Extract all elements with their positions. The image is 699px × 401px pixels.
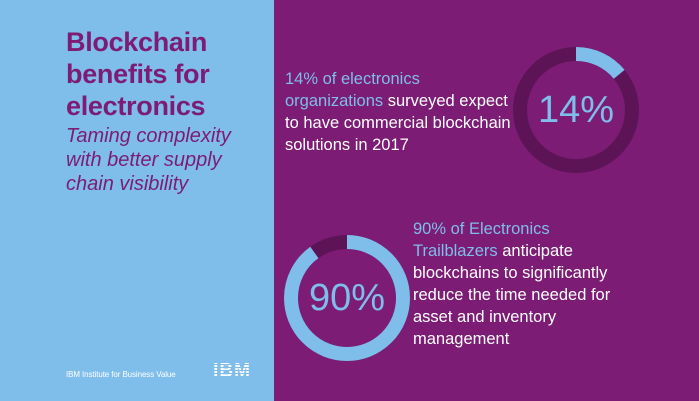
page-title: Blockchain benefits for electronics	[66, 27, 210, 121]
ibm-logo-icon: IBM	[207, 361, 257, 382]
stat-90-text: 90% of Electronics Trailblazers anticipa…	[413, 218, 623, 350]
page-subtitle: Taming complexity with better supply cha…	[66, 125, 231, 195]
ring-90-label: 90%	[309, 277, 385, 319]
right-panel	[274, 0, 699, 401]
ring-14-fill	[513, 47, 639, 173]
ring-14-label: 14%	[538, 89, 614, 131]
footer-org: IBM Institute for Business Value	[66, 370, 176, 379]
ring-chart-14: 14%	[513, 47, 639, 173]
ring-90-fill	[284, 235, 410, 361]
ring-chart-90: 90%	[284, 235, 410, 361]
stat-14-highlight: 14% of electronics organizations	[285, 70, 420, 110]
stat-90-highlight: 90% of Electronics Trailblazers	[413, 220, 550, 260]
left-panel	[0, 0, 274, 401]
stat-14-rest: surveyed expect to have commercial block…	[285, 92, 511, 154]
stat-90-rest: anticipate blockchains to significantly …	[413, 242, 611, 348]
stat-14-text: 14% of electronics organizations surveye…	[285, 68, 515, 156]
